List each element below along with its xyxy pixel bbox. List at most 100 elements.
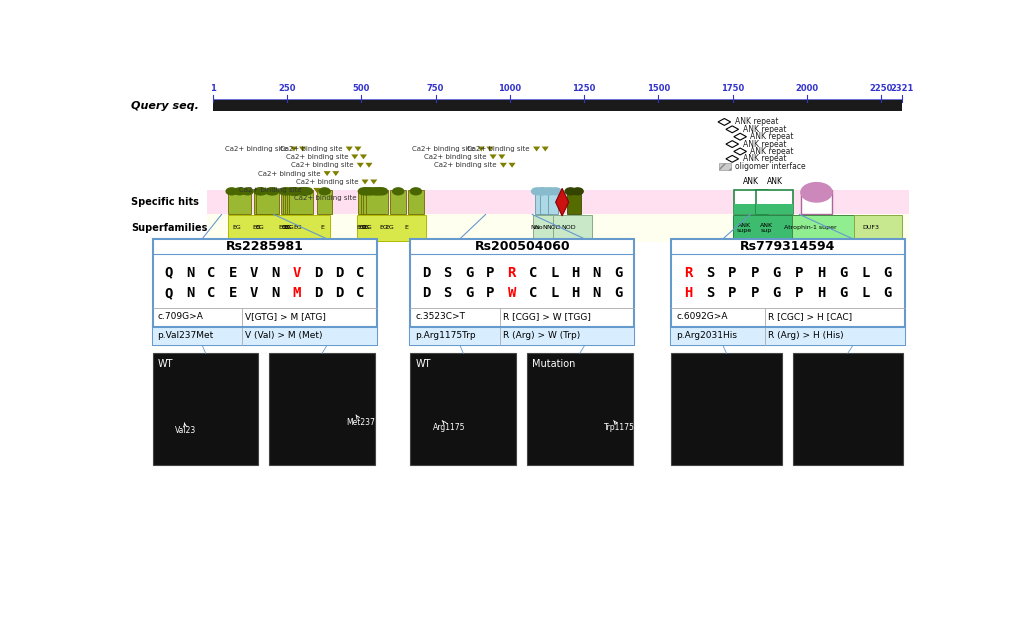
Text: H: H: [571, 266, 579, 279]
FancyBboxPatch shape: [289, 190, 313, 214]
Text: EG: EG: [363, 226, 372, 231]
Circle shape: [319, 188, 330, 195]
Polygon shape: [370, 180, 377, 185]
FancyBboxPatch shape: [227, 215, 330, 241]
Text: N: N: [541, 226, 546, 231]
Text: L: L: [549, 286, 558, 300]
Text: N: N: [185, 266, 194, 279]
FancyBboxPatch shape: [357, 215, 426, 241]
Text: p.Arg1175Trp: p.Arg1175Trp: [415, 331, 476, 340]
Text: L: L: [861, 266, 869, 279]
Text: N: N: [592, 266, 600, 279]
Polygon shape: [305, 188, 312, 193]
Text: EG: EG: [278, 226, 287, 231]
Polygon shape: [290, 146, 298, 151]
Text: H: H: [816, 266, 824, 279]
Polygon shape: [357, 163, 364, 167]
Text: G: G: [613, 266, 622, 279]
FancyBboxPatch shape: [548, 190, 557, 214]
Text: EG: EG: [280, 226, 289, 231]
Text: Ca2+ binding site: Ca2+ binding site: [224, 146, 287, 152]
FancyBboxPatch shape: [213, 100, 902, 111]
Text: ANK
sup: ANK sup: [759, 223, 772, 233]
Polygon shape: [365, 163, 372, 167]
Polygon shape: [354, 146, 361, 151]
Circle shape: [572, 188, 583, 195]
FancyBboxPatch shape: [527, 353, 632, 465]
Circle shape: [302, 188, 312, 195]
Text: N: N: [271, 266, 279, 279]
Polygon shape: [508, 163, 516, 167]
Text: Trp1175: Trp1175: [603, 420, 635, 433]
Text: H: H: [683, 286, 692, 300]
FancyBboxPatch shape: [534, 190, 544, 214]
Circle shape: [256, 188, 267, 195]
FancyBboxPatch shape: [854, 215, 902, 241]
Polygon shape: [299, 146, 306, 151]
Text: Rs2285981: Rs2285981: [225, 240, 304, 253]
Text: Arg1175: Arg1175: [432, 420, 465, 433]
Circle shape: [536, 188, 547, 195]
Text: p.Val237Met: p.Val237Met: [157, 331, 214, 340]
Text: 250: 250: [278, 84, 296, 93]
Circle shape: [531, 188, 542, 195]
Text: V (Val) > M (Met): V (Val) > M (Met): [246, 331, 323, 340]
Circle shape: [286, 188, 298, 195]
Text: 750: 750: [427, 84, 444, 93]
Text: No: No: [534, 226, 542, 231]
FancyBboxPatch shape: [285, 190, 309, 214]
Circle shape: [287, 188, 299, 195]
Circle shape: [265, 188, 276, 195]
Text: V: V: [250, 286, 258, 300]
Text: G: G: [465, 266, 473, 279]
Text: R (Arg) > H (His): R (Arg) > H (His): [767, 331, 843, 340]
Text: C: C: [528, 286, 537, 300]
Text: D: D: [422, 266, 430, 279]
FancyBboxPatch shape: [552, 215, 591, 241]
Circle shape: [541, 188, 552, 195]
Text: P: P: [728, 266, 736, 279]
Text: R [CGC] > H [CAC]: R [CGC] > H [CAC]: [767, 312, 851, 321]
Text: Atrophin-1 super: Atrophin-1 super: [783, 226, 836, 231]
Circle shape: [281, 188, 292, 195]
Polygon shape: [477, 146, 484, 151]
Circle shape: [363, 188, 374, 195]
Text: L: L: [861, 286, 869, 300]
Text: Ca2+ binding site: Ca2+ binding site: [296, 179, 358, 185]
Text: D: D: [422, 286, 430, 300]
Text: EG: EG: [356, 226, 365, 231]
Text: Ca2+ binding site: Ca2+ binding site: [412, 146, 474, 152]
Text: C: C: [356, 286, 365, 300]
Text: P: P: [794, 286, 803, 300]
FancyBboxPatch shape: [756, 204, 793, 214]
Text: ANK repeat: ANK repeat: [742, 139, 786, 149]
Text: 1500: 1500: [646, 84, 669, 93]
Circle shape: [800, 183, 832, 202]
Circle shape: [289, 188, 301, 195]
Text: E: E: [228, 266, 236, 279]
FancyBboxPatch shape: [153, 353, 258, 465]
Text: 1250: 1250: [572, 84, 595, 93]
Circle shape: [279, 188, 289, 195]
Text: Ca2+ binding site: Ca2+ binding site: [258, 171, 320, 176]
Text: EG: EG: [293, 226, 303, 231]
Text: C: C: [528, 266, 537, 279]
FancyBboxPatch shape: [254, 190, 276, 214]
Text: 2321: 2321: [890, 84, 913, 93]
Polygon shape: [360, 196, 367, 201]
Polygon shape: [345, 146, 353, 151]
Text: EG: EG: [232, 226, 240, 231]
Text: N: N: [592, 286, 600, 300]
Text: 500: 500: [353, 84, 370, 93]
Text: DUF3: DUF3: [861, 226, 878, 231]
Text: G: G: [465, 286, 473, 300]
Circle shape: [376, 188, 387, 195]
FancyBboxPatch shape: [539, 190, 549, 214]
FancyBboxPatch shape: [410, 327, 634, 345]
Text: 1000: 1000: [498, 84, 521, 93]
Text: c.3523C>T: c.3523C>T: [415, 312, 465, 321]
Text: N: N: [185, 286, 194, 300]
Text: c.6092G>A: c.6092G>A: [676, 312, 727, 321]
Text: 1750: 1750: [720, 84, 744, 93]
Text: WT: WT: [157, 359, 173, 369]
